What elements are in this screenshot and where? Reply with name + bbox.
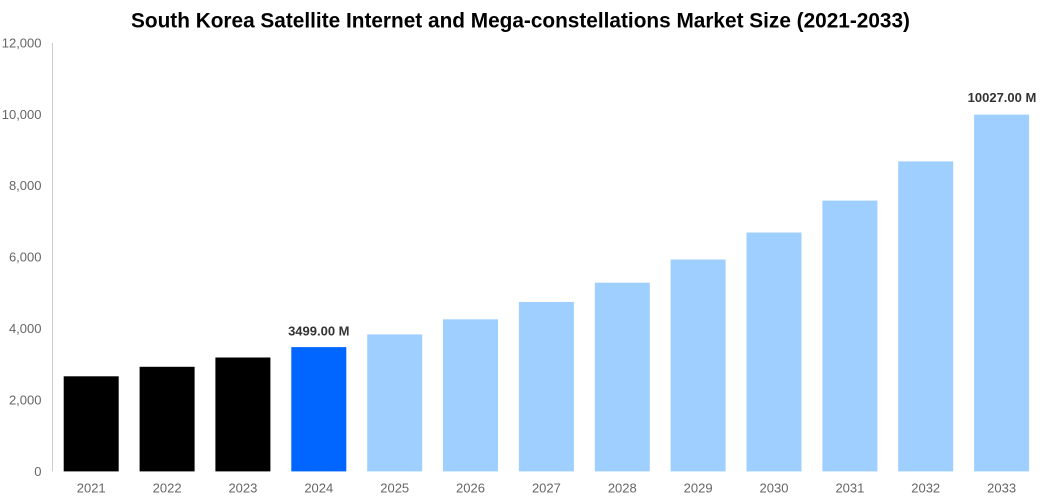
svg-text:2,000: 2,000	[9, 393, 42, 408]
svg-text:8,000: 8,000	[9, 178, 42, 193]
svg-text:2029: 2029	[684, 481, 713, 496]
svg-text:0: 0	[34, 464, 41, 479]
svg-text:10027.00 M: 10027.00 M	[968, 90, 1037, 105]
svg-text:3499.00 M: 3499.00 M	[288, 324, 349, 339]
svg-text:South Korea Satellite Internet: South Korea Satellite Internet and Mega-…	[131, 10, 910, 33]
svg-text:2028: 2028	[608, 481, 637, 496]
svg-text:2021: 2021	[77, 481, 106, 496]
svg-text:2027: 2027	[532, 481, 561, 496]
svg-text:2032: 2032	[911, 481, 940, 496]
svg-text:10,000: 10,000	[2, 107, 42, 122]
svg-text:2030: 2030	[760, 481, 789, 496]
svg-text:12,000: 12,000	[2, 35, 42, 50]
svg-text:2023: 2023	[228, 481, 257, 496]
svg-text:2033: 2033	[987, 481, 1016, 496]
svg-text:6,000: 6,000	[9, 250, 42, 265]
svg-text:2022: 2022	[153, 481, 182, 496]
svg-text:2026: 2026	[456, 481, 485, 496]
svg-text:2024: 2024	[304, 481, 333, 496]
svg-text:2031: 2031	[835, 481, 864, 496]
svg-text:2025: 2025	[380, 481, 409, 496]
svg-text:4,000: 4,000	[9, 321, 42, 336]
